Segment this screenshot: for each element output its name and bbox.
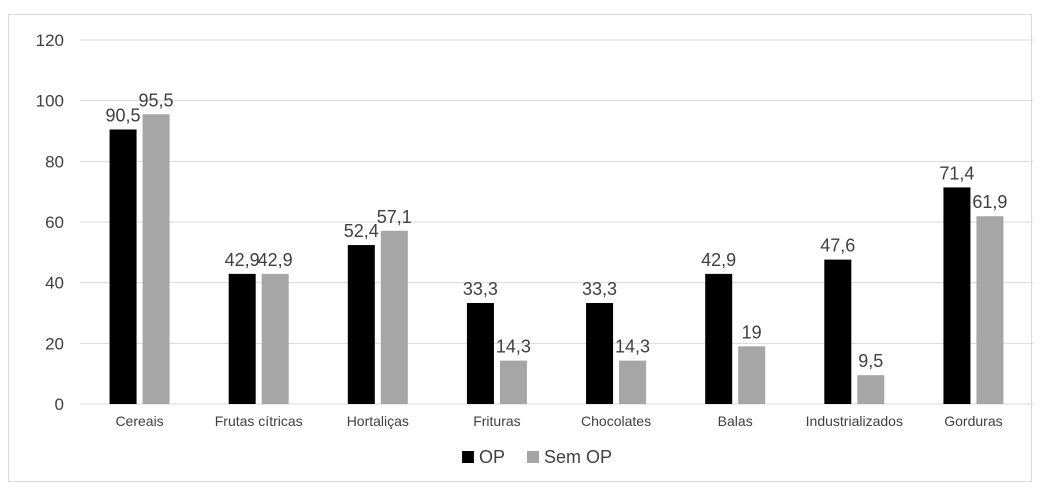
bar-op — [347, 245, 375, 404]
bar-sem-op — [499, 360, 527, 404]
data-label: 9,5 — [858, 351, 883, 371]
bar-op — [586, 302, 614, 404]
data-label: 33,3 — [582, 279, 617, 299]
data-label: 42,9 — [258, 250, 293, 270]
bars — [109, 114, 1004, 405]
x-category-label: Frituras — [473, 413, 520, 429]
legend-swatch — [527, 451, 539, 463]
legend-label: Sem OP — [544, 447, 612, 467]
y-tick-label: 40 — [45, 274, 64, 293]
bar-op — [228, 273, 256, 404]
data-label: 95,5 — [139, 90, 174, 110]
data-label: 52,4 — [344, 221, 379, 241]
x-category-label: Hortaliças — [347, 413, 409, 429]
y-tick-label: 100 — [36, 92, 64, 111]
data-label: 47,6 — [820, 236, 855, 256]
data-label: 14,3 — [615, 337, 650, 357]
x-axis-categories: Cereais Frutas cítricas Hortaliças Frituras… — [115, 413, 1002, 429]
bar-op — [466, 302, 494, 404]
y-tick-label: 60 — [45, 213, 64, 232]
data-label: 33,3 — [463, 279, 498, 299]
y-tick-label: 80 — [45, 152, 64, 171]
data-label: 57,1 — [377, 207, 412, 227]
bar-sem-op — [380, 230, 408, 404]
y-tick-label: 20 — [45, 334, 64, 353]
y-tick-label: 120 — [36, 31, 64, 50]
bar-sem-op — [619, 360, 647, 404]
bar-op — [943, 187, 971, 404]
data-label: 71,4 — [939, 163, 974, 183]
data-labels: 90,595,542,942,952,457,133,314,333,314,3… — [106, 90, 1008, 371]
bar-sem-op — [976, 216, 1004, 404]
bar-sem-op — [142, 114, 170, 405]
x-category-label: Cereais — [115, 413, 163, 429]
data-label: 90,5 — [106, 105, 141, 125]
legend: OP Sem OP — [462, 447, 612, 467]
bar-op — [109, 129, 137, 404]
bar-op — [705, 273, 733, 404]
data-label: 42,9 — [701, 250, 736, 270]
x-category-label: Chocolates — [581, 413, 651, 429]
bar-sem-op — [738, 346, 766, 404]
data-label: 42,9 — [225, 250, 260, 270]
data-label: 61,9 — [972, 192, 1007, 212]
bar-op — [824, 259, 852, 404]
legend-label: OP — [479, 447, 505, 467]
bar-sem-op — [857, 375, 885, 404]
x-category-label: Industrializados — [806, 413, 903, 429]
data-label: 19 — [742, 322, 762, 342]
bar-sem-op — [261, 273, 289, 404]
x-category-label: Frutas cítricas — [215, 413, 303, 429]
legend-swatch — [462, 451, 474, 463]
gridlines — [80, 39, 1033, 405]
x-category-label: Gorduras — [944, 413, 1002, 429]
data-label: 14,3 — [496, 337, 531, 357]
y-axis-ticks: 0 20 40 60 80 100 120 — [36, 31, 64, 414]
x-category-label: Balas — [718, 413, 753, 429]
y-tick-label: 0 — [55, 395, 64, 414]
